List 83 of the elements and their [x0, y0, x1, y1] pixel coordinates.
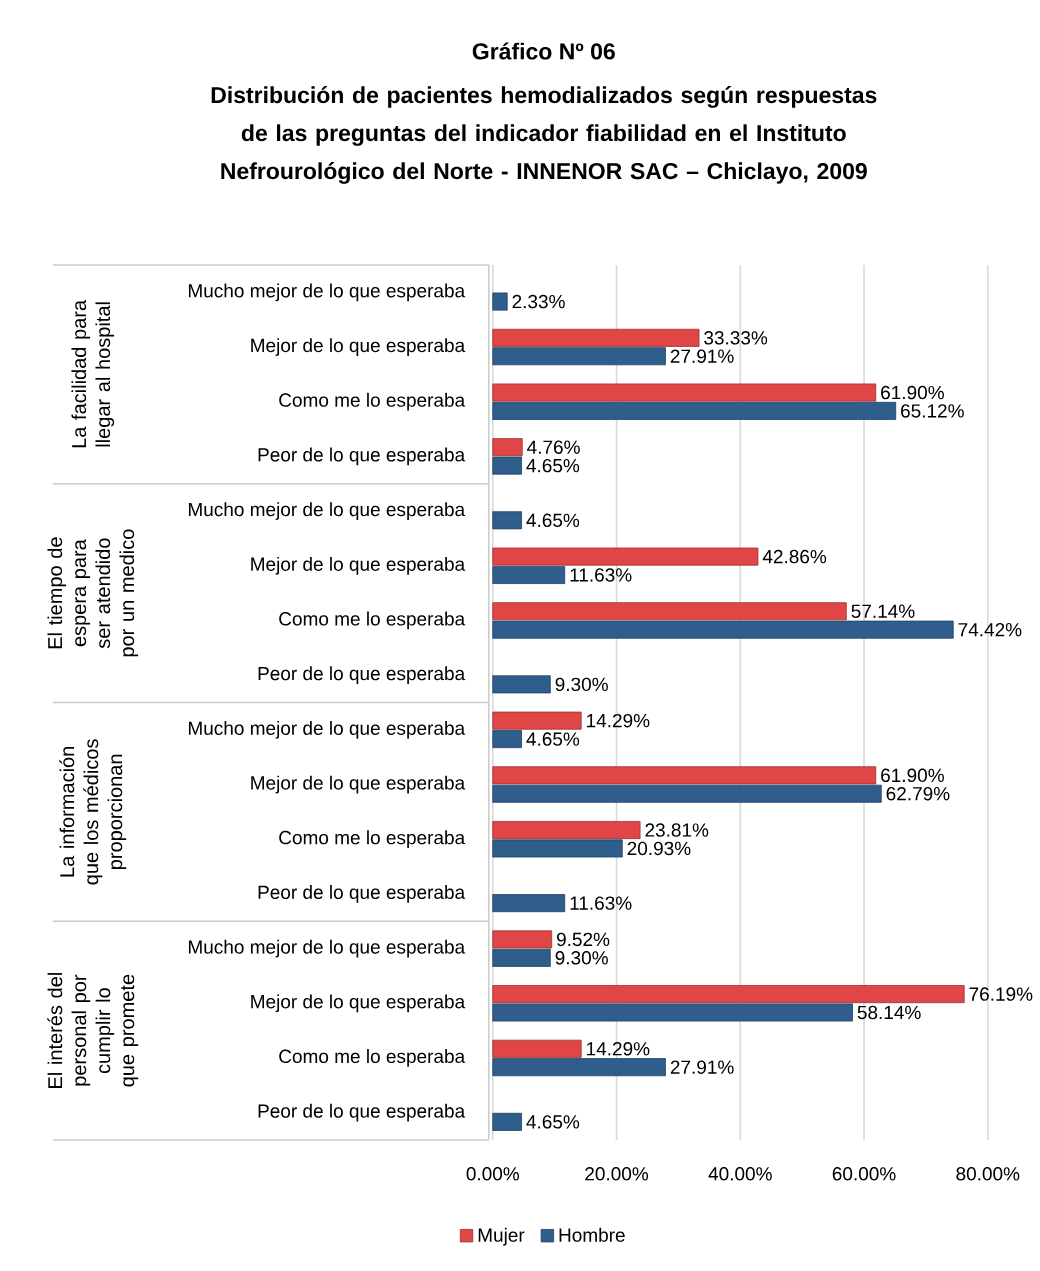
- bar: [492, 292, 508, 311]
- y-tick-label: Mucho mejor de lo que esperaba: [189, 939, 466, 958]
- bar: [492, 347, 666, 366]
- x-tick-label: 60.00%: [832, 1167, 896, 1181]
- y-tick-label: Como me lo esperaba: [279, 611, 466, 630]
- bar: [492, 1058, 666, 1077]
- y-tick-label: Como me lo esperaba: [279, 1049, 466, 1067]
- data-label: 4.65%: [526, 513, 580, 528]
- y-tick-label: Mucho mejor de lo que esperaba: [189, 283, 466, 302]
- y-tick-label: Como me lo esperaba: [279, 830, 466, 849]
- bar: [492, 602, 847, 621]
- data-label: 33.33%: [704, 331, 768, 345]
- data-label: 27.91%: [670, 1060, 734, 1074]
- bar: [492, 839, 623, 858]
- text: La información que los médicos proporcionan: [59, 739, 127, 885]
- data-label: 9.52%: [557, 932, 610, 947]
- bar: [492, 1039, 582, 1058]
- data-label: 23.81%: [645, 823, 709, 837]
- bar: [492, 766, 877, 785]
- bar: [492, 547, 759, 566]
- data-label: 65.12%: [901, 404, 964, 418]
- text: El tiempo de espera para ser atendido por un medico: [47, 529, 139, 657]
- bar: [492, 675, 551, 694]
- text: La facilidad para llegar al hospital: [71, 299, 115, 448]
- legend-label: Hombre: [559, 1227, 625, 1242]
- y-tick-label: Mejor de lo que esperaba: [251, 775, 466, 794]
- bar: [492, 328, 700, 347]
- data-label: 4.65%: [526, 732, 580, 746]
- bar: [492, 930, 553, 949]
- y-tick-label: Mucho mejor de lo que esperaba: [189, 721, 466, 739]
- x-tick-label: 0.00%: [466, 1167, 520, 1181]
- bar: [492, 565, 566, 584]
- data-label: 42.86%: [762, 549, 827, 564]
- data-label: 11.63%: [570, 896, 632, 910]
- y-tick-label: Peor de lo que esperaba: [258, 666, 466, 685]
- bar: [492, 401, 897, 420]
- data-label: 4.65%: [526, 458, 580, 473]
- chart-subtitle: Distribución de pacientes hemodializados según respuestas de las preguntas del indicador fiabilidad en el Instituto Nefrourológico del Norte - INNENOR SAC – Chiclayo, 2009: [211, 86, 877, 184]
- data-label: 14.29%: [587, 1042, 650, 1056]
- bar: [492, 383, 877, 402]
- bar: [492, 511, 523, 530]
- y-tick-label: Mejor de lo que esperaba: [251, 994, 466, 1013]
- chart-title: Gráfico Nº 06: [472, 42, 615, 60]
- y-tick-label: Mucho mejor de lo que esperaba: [189, 502, 466, 520]
- bar: [492, 456, 523, 475]
- data-label: 20.93%: [627, 841, 691, 856]
- bar: [492, 948, 551, 967]
- bar: [492, 1003, 854, 1022]
- bar: [492, 730, 523, 749]
- data-label: 9.30%: [555, 951, 609, 965]
- data-label: 2.33%: [512, 294, 565, 309]
- bar: [492, 821, 641, 840]
- data-label: 4.76%: [527, 440, 580, 454]
- y-tick-label: Peor de lo que esperaba: [258, 885, 466, 903]
- bar: [492, 1112, 523, 1131]
- data-label: 61.90%: [881, 385, 945, 400]
- y-tick-label: Mejor de lo que esperaba: [251, 338, 466, 356]
- bar: [492, 711, 582, 730]
- y-tick-label: Mejor de lo que esperaba: [251, 556, 466, 575]
- bar: [492, 784, 882, 803]
- y-tick-label: Como me lo esperaba: [279, 392, 466, 411]
- x-tick-label: 80.00%: [956, 1167, 1020, 1181]
- data-label: 57.14%: [851, 604, 915, 618]
- data-label: 11.63%: [570, 568, 632, 582]
- data-label: 62.79%: [886, 787, 950, 801]
- bar: [492, 620, 954, 639]
- x-tick-label: 20.00%: [585, 1167, 649, 1181]
- data-label: 74.42%: [958, 622, 1022, 637]
- y-tick-label: Peor de lo que esperaba: [258, 1103, 466, 1122]
- text: El interés del personal por cumplir lo que promete: [47, 973, 139, 1088]
- legend-label: Mujer: [478, 1227, 525, 1246]
- x-tick-label: 40.00%: [708, 1167, 772, 1181]
- data-label: 9.30%: [555, 677, 609, 692]
- data-label: 14.29%: [587, 713, 650, 728]
- bar: [492, 985, 965, 1004]
- y-tick-label: Peor de lo que esperaba: [258, 447, 466, 466]
- data-label: 4.65%: [526, 1115, 580, 1129]
- data-label: 27.91%: [670, 349, 734, 363]
- bar: [492, 438, 523, 457]
- data-label: 76.19%: [969, 987, 1033, 1001]
- data-label: 61.90%: [881, 768, 945, 783]
- bar: [492, 894, 566, 913]
- data-label: 58.14%: [857, 1005, 921, 1020]
